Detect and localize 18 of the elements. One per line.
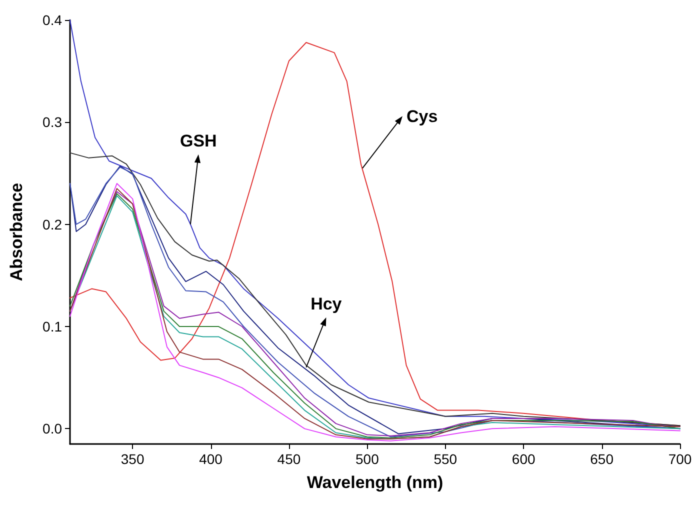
- y-tick-label: 0.3: [42, 114, 62, 130]
- x-tick-label: 500: [356, 451, 380, 467]
- y-axis-title: Absorbance: [7, 182, 26, 282]
- y-tick-label: 0.0: [42, 420, 62, 437]
- x-axis-title: Wavelength (nm): [306, 473, 444, 492]
- annotation: Hcy: [310, 294, 342, 314]
- x-tick-label: 600: [512, 451, 536, 467]
- annotation: GSH: [180, 131, 217, 150]
- x-tick-label: 350: [120, 451, 144, 467]
- y-tick-label: 0.2: [42, 216, 62, 232]
- x-tick-label: 550: [434, 451, 458, 467]
- x-tick-label: 700: [668, 451, 692, 467]
- y-tick-label: 0.1: [42, 318, 62, 335]
- y-tick-label: 0.4: [42, 12, 62, 28]
- x-tick-label: 400: [199, 451, 223, 467]
- annotation: Cys: [406, 107, 438, 126]
- x-tick-label: 650: [590, 451, 614, 467]
- x-tick-label: 450: [277, 451, 301, 467]
